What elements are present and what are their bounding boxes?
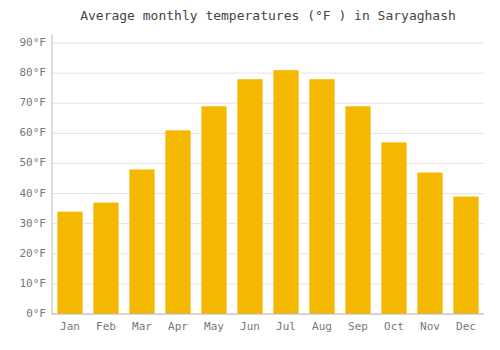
x-tick-label: Jul — [276, 320, 296, 333]
y-tick-label: 30°F — [20, 217, 47, 230]
x-tick-label: Oct — [384, 320, 404, 333]
bar — [273, 70, 298, 314]
y-tick-label: 70°F — [20, 96, 47, 109]
bar — [93, 203, 118, 314]
x-tick-label: Sep — [348, 320, 368, 333]
x-tick-label: Mar — [132, 320, 152, 333]
x-tick-label: Feb — [96, 320, 116, 333]
y-tick-label: 0°F — [26, 307, 46, 320]
bar — [309, 79, 334, 314]
bar — [345, 106, 370, 314]
x-tick-label: May — [204, 320, 224, 333]
y-tick-label: 10°F — [20, 277, 47, 290]
title: Average monthly temperatures (°F ) in Sa… — [80, 8, 456, 23]
x-tick-label: Apr — [168, 320, 188, 333]
grid-line — [52, 133, 484, 134]
x-tick-label: Jan — [60, 320, 80, 333]
grid-line — [52, 73, 484, 74]
y-tick-label: 40°F — [20, 187, 47, 200]
grid-line — [52, 43, 484, 44]
bar — [57, 212, 82, 314]
bar — [417, 172, 442, 314]
y-axis-line — [52, 34, 53, 314]
x-tick-label: Dec — [456, 320, 476, 333]
grid-line — [52, 163, 484, 164]
bar — [201, 106, 226, 314]
chart-svg: Average monthly temperatures (°F ) in Sa… — [0, 0, 500, 350]
bars — [57, 70, 478, 314]
x-tick-label: Nov — [420, 320, 440, 333]
bar — [237, 79, 262, 314]
bar — [381, 142, 406, 314]
y-tick-label: 80°F — [20, 66, 47, 79]
y-tick-label: 50°F — [20, 156, 47, 169]
bar — [165, 130, 190, 314]
chart-container: Average monthly temperatures (°F ) in Sa… — [0, 0, 500, 350]
grid-line — [52, 103, 484, 104]
x-tick-label: Jun — [240, 320, 260, 333]
x-axis-line — [52, 314, 484, 315]
grid-line — [52, 314, 484, 315]
grid — [52, 43, 484, 314]
y-tick-label: 90°F — [20, 36, 47, 49]
y-tick-label: 60°F — [20, 126, 47, 139]
x-tick-label: Aug — [312, 320, 332, 333]
bar — [453, 197, 478, 314]
bar — [129, 169, 154, 314]
y-tick-label: 20°F — [20, 247, 47, 260]
